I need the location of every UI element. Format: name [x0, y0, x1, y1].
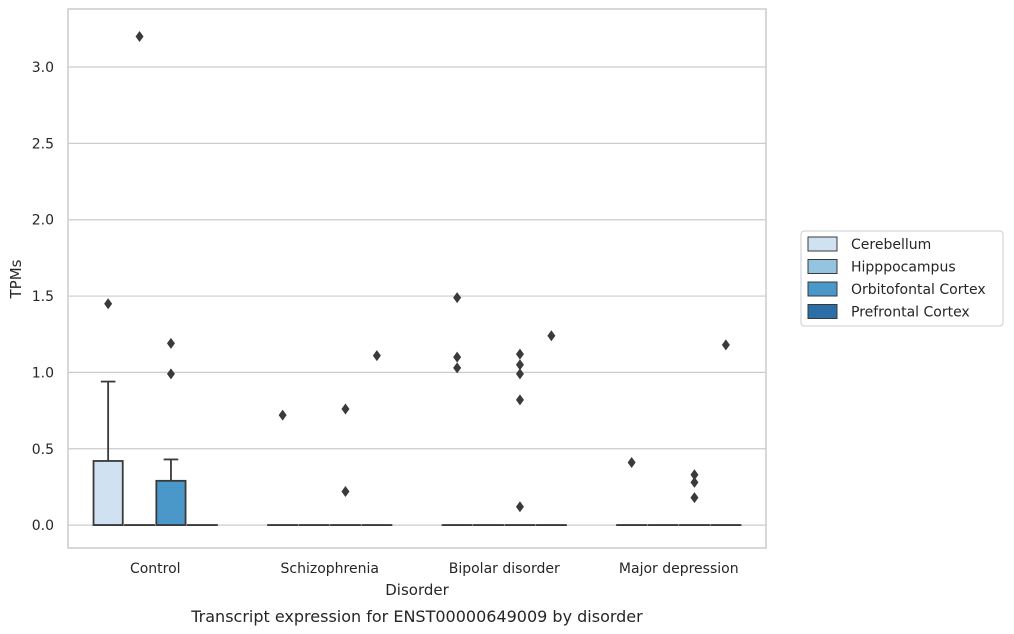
legend-frame: [800, 230, 1004, 327]
legend-swatch: [807, 281, 838, 297]
x-tick-label: Control: [130, 561, 181, 577]
boxes: [92, 380, 742, 527]
outlier-point: [372, 350, 381, 362]
outlier-point: [515, 368, 524, 380]
y-tick-label: 0.0: [32, 518, 54, 534]
outlier-point: [515, 359, 524, 371]
legend-label: Orbitofontal Cortex: [851, 282, 986, 298]
chart-caption: Transcript expression for ENST0000064900…: [190, 607, 643, 626]
outlier-point: [278, 409, 287, 421]
outlier-point: [453, 292, 462, 304]
outlier-point: [690, 476, 699, 488]
y-tick-label: 0.5: [32, 442, 54, 458]
outlier-point: [690, 492, 699, 504]
outlier-point: [341, 403, 350, 415]
legend-label: Cerebellum: [851, 237, 931, 253]
legend-swatch: [807, 259, 838, 274]
outlier-point: [721, 339, 730, 351]
outlier-point: [166, 368, 175, 380]
y-tick-label: 3.0: [32, 60, 54, 76]
y-tick-label: 1.5: [32, 289, 54, 305]
outlier-point: [547, 330, 556, 342]
box: [92, 460, 124, 526]
x-tick-label: Schizophrenia: [281, 561, 379, 577]
y-tick-label: 2.0: [32, 213, 54, 229]
x-axis-ticks: Control Schizophrenia Bipolar disorder Majo…: [130, 561, 739, 577]
grid-lines: [68, 66, 766, 526]
outlier-point: [627, 456, 636, 468]
box: [155, 479, 187, 526]
x-tick-label: Bipolar disorder: [449, 561, 560, 577]
legend-label: Hipppocampus: [851, 260, 956, 276]
y-axis-ticks: 0.0 0.5 1.0 1.5 2.0 2.5 3.0: [32, 60, 54, 534]
outlier-point: [453, 351, 462, 363]
y-axis-title: TPMs: [7, 259, 25, 299]
outlier-point: [104, 298, 113, 310]
legend-swatch: [807, 304, 838, 319]
legend: Cerebellum Hipppocampus Orbitofontal Corte…: [800, 230, 1004, 327]
outlier-point: [515, 394, 524, 406]
outlier-point: [515, 348, 524, 360]
legend-label: Prefrontal Cortex: [851, 305, 970, 321]
outlier-point: [690, 469, 699, 481]
legend-swatch: [807, 236, 838, 252]
x-axis-title: Disorder: [385, 581, 449, 599]
outliers: [104, 30, 730, 513]
x-tick-label: Major depression: [619, 561, 739, 577]
outlier-point: [166, 337, 175, 349]
y-tick-label: 2.5: [32, 136, 54, 152]
outlier-point: [453, 362, 462, 374]
outlier-point: [515, 501, 524, 513]
y-tick-label: 1.0: [32, 365, 54, 381]
plot-frame: [67, 8, 767, 549]
outlier-point: [341, 486, 350, 498]
outlier-point: [135, 30, 144, 42]
